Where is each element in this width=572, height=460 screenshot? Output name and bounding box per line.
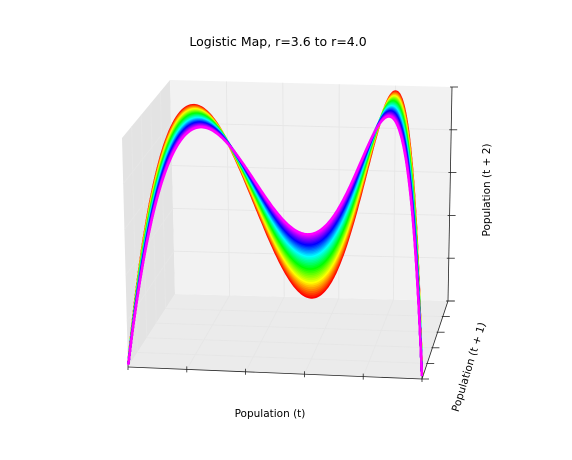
axis-ticks bbox=[127, 86, 458, 382]
floor-grid-x bbox=[303, 298, 340, 375]
x-axis-line bbox=[127, 366, 423, 380]
floor-grid-y bbox=[137, 351, 428, 364]
z-axis-label: Population (t + 2) bbox=[481, 144, 493, 237]
floor-grid-x bbox=[186, 295, 230, 370]
x-axis-label: Population (t) bbox=[235, 408, 306, 420]
left-grid-y bbox=[159, 91, 167, 309]
y-axis-label: Population (t + 1) bbox=[450, 321, 489, 413]
floor-grid-y bbox=[165, 308, 443, 318]
back-grid-z bbox=[171, 165, 451, 174]
left-grid-y bbox=[140, 114, 148, 338]
axes-panes bbox=[122, 80, 452, 379]
back-grid-z bbox=[172, 207, 450, 216]
floor-grid-y bbox=[146, 337, 433, 349]
z-axis-line bbox=[447, 86, 453, 302]
left-grid-y bbox=[131, 126, 138, 353]
left-grid-z bbox=[122, 122, 172, 185]
chart-title: Logistic Map, r=3.6 to r=4.0 bbox=[189, 34, 366, 49]
data-series bbox=[127, 90, 424, 377]
floor-grid-x bbox=[362, 299, 394, 377]
floor-pane bbox=[128, 294, 448, 379]
left-grid-z bbox=[125, 208, 174, 276]
floor-grid-y bbox=[156, 322, 438, 333]
y-axis-line bbox=[421, 300, 449, 380]
back-pane bbox=[170, 80, 452, 301]
series-r-3.60 bbox=[127, 115, 423, 377]
floor-grid-x bbox=[245, 296, 285, 373]
back-grid-x bbox=[225, 81, 231, 296]
